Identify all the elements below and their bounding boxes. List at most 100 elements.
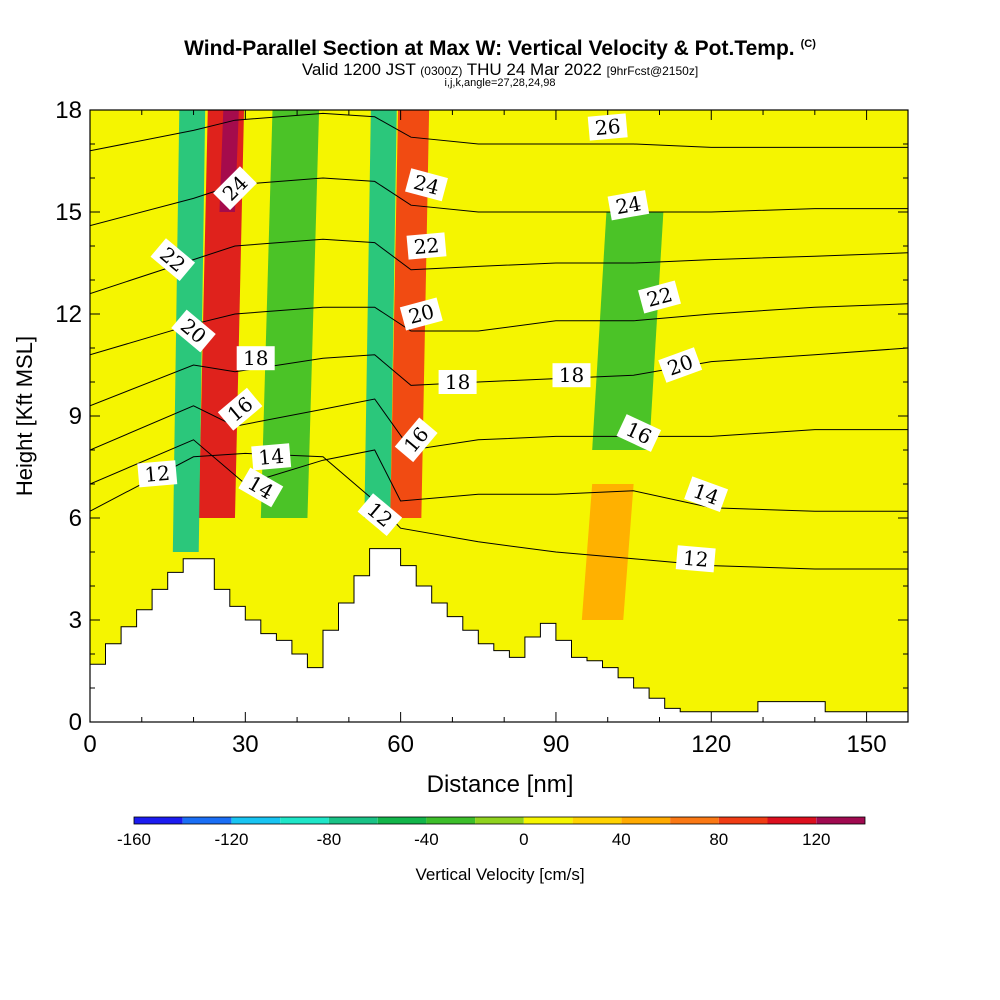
velocity-feature-4: [364, 110, 397, 518]
contour-label-box: [399, 297, 443, 331]
x-tick-label: 30: [232, 731, 259, 758]
contour-label-box: [238, 467, 284, 508]
colorbar-swatch-7: [475, 817, 524, 824]
y-tick-label: 3: [69, 607, 82, 634]
contour-label-text: 22: [413, 233, 440, 259]
contour-label-box: [658, 347, 703, 383]
colorbar-swatch-10: [621, 817, 670, 824]
colorbar-label: Vertical Velocity [cm/s]: [415, 865, 584, 884]
chart-title: Wind-Parallel Section at Max W: Vertical…: [0, 37, 1000, 61]
contour-label-box: [405, 168, 448, 202]
contour-label-16: 22: [406, 232, 447, 260]
theta-contour-22: [90, 238, 908, 295]
colorbar-tick-label: 120: [802, 830, 830, 849]
colorbar-tick-label: -160: [117, 830, 151, 849]
contour-label-text: 14: [257, 444, 284, 470]
colorbar-frame: [133, 816, 866, 825]
contour-label-3: 14: [251, 443, 292, 471]
velocity-feature-7: [581, 484, 634, 620]
y-tick-label: 0: [69, 709, 82, 736]
contour-label-box: [357, 493, 403, 537]
y-tick-label: 12: [55, 301, 82, 328]
contour-label-box: [587, 113, 628, 141]
colorbar-tick-label: 80: [709, 830, 728, 849]
x-tick-label: 150: [847, 731, 887, 758]
contour-label-text: 18: [445, 370, 470, 394]
colorbar-tick-label: -120: [214, 830, 248, 849]
contour-label-box: [137, 460, 178, 488]
copyright-mark: (C): [800, 38, 816, 50]
axes: 0 30 60 90 120 150 0 3 6 9 12 15 18: [55, 97, 908, 758]
valid-date: THU 24 Mar 2022: [466, 60, 602, 79]
contour-label-2: 12: [675, 545, 716, 573]
contour-label-text: 18: [243, 346, 268, 370]
colorbar-swatch-1: [182, 817, 232, 824]
colorbar-tick-label: 40: [612, 830, 631, 849]
contour-label-9: 18: [236, 346, 275, 371]
grid-info: i,j,k,angle=27,28,24,98: [444, 77, 556, 89]
contour-label-15: 22: [150, 238, 196, 282]
contour-label-20: 24: [607, 190, 650, 221]
chart-subtitle: Valid 1200 JST (0300Z) THU 24 Mar 2022 […: [0, 60, 1000, 80]
theta-contour-20: [90, 303, 908, 356]
contour-label-0: 12: [137, 460, 178, 488]
contour-label-11: 18: [552, 363, 591, 388]
colorbar-swatch-9: [572, 817, 622, 824]
contour-label-text: 18: [559, 363, 584, 387]
velocity-feature-6: [592, 212, 664, 450]
colorbar-swatch-5: [377, 817, 427, 824]
colorbar-swatch-8: [523, 817, 573, 824]
x-tick-label: 60: [387, 731, 414, 758]
colorbar-swatch-3: [280, 817, 329, 824]
colorbar-tick-label: -40: [414, 830, 439, 849]
valid-prefix: Valid 1200 JST: [301, 60, 416, 79]
colorbar-tick-label: 0: [519, 830, 528, 849]
y-axis-label: Height [Kft MSL]: [12, 336, 37, 496]
contour-label-box: [552, 363, 591, 388]
forecast-info: [9hrFcst@2150z]: [606, 64, 699, 78]
colorbar: -160 -120 -80 -40 0 40 80 120: [117, 816, 866, 849]
contour-label-box: [638, 280, 681, 314]
velocity-feature-3: [260, 110, 320, 518]
colorbar-tick-label: -80: [317, 830, 342, 849]
colorbar-swatch-2: [231, 817, 281, 824]
contour-label-box: [213, 166, 257, 211]
y-tick-label: 15: [55, 199, 82, 226]
colorbar-swatch-4: [328, 817, 378, 824]
contour-label-10: 18: [438, 370, 477, 394]
contour-label-box: [675, 545, 716, 573]
contour-label-box: [406, 232, 447, 260]
x-tick-label: 0: [83, 731, 96, 758]
contour-label-text: 26: [594, 114, 621, 140]
theta-contour-12: [90, 452, 908, 570]
x-tick-label: 90: [543, 731, 570, 758]
colorbar-swatch-6: [426, 817, 476, 824]
y-tick-label: 6: [69, 505, 82, 532]
contour-label-13: 20: [399, 297, 443, 331]
valid-utc: (0300Z): [420, 64, 463, 78]
colorbar-swatch-12: [718, 817, 768, 824]
theta-contour-14: [90, 439, 908, 512]
contour-label-text: 12: [144, 461, 171, 487]
contour-label-box: [616, 414, 662, 452]
chart-title-text: Wind-Parallel Section at Max W: Vertical…: [184, 37, 795, 60]
theta-contour-26: [90, 112, 908, 152]
contour-label-box: [394, 417, 438, 463]
colorbar-swatch-13: [767, 817, 817, 824]
y-tick-label: 18: [55, 97, 82, 124]
contour-label-box: [684, 476, 729, 512]
contour-label-box: [150, 238, 196, 282]
contour-label-box: [171, 309, 216, 353]
contour-label-text: 12: [682, 546, 709, 572]
colorbar-swatch-0: [134, 817, 183, 824]
contour-label-box: [236, 346, 275, 371]
y-tick-label: 9: [69, 403, 82, 430]
x-tick-label: 120: [691, 731, 731, 758]
x-axis-label: Distance [nm]: [427, 771, 574, 798]
contour-label-box: [251, 443, 292, 471]
colorbar-swatch-11: [670, 817, 719, 824]
contour-label-text: 24: [614, 191, 643, 219]
terrain: [90, 548, 908, 722]
contour-label-21: 26: [587, 113, 628, 141]
